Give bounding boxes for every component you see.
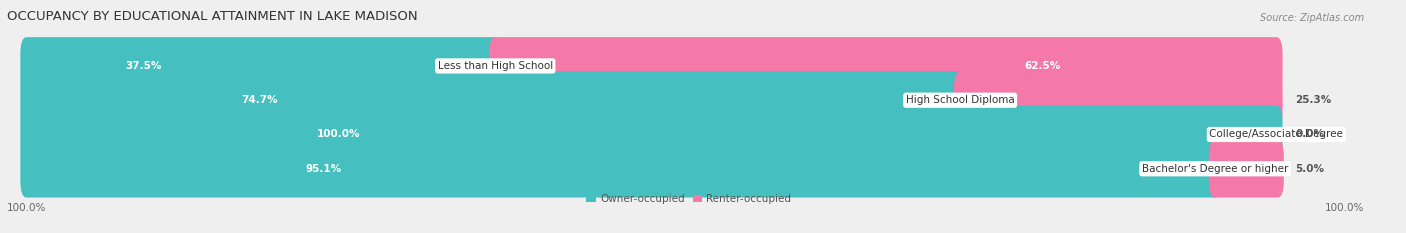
Text: High School Diploma: High School Diploma xyxy=(905,95,1015,105)
FancyBboxPatch shape xyxy=(20,37,1282,95)
FancyBboxPatch shape xyxy=(489,37,1282,95)
FancyBboxPatch shape xyxy=(20,106,1282,163)
Text: 100.0%: 100.0% xyxy=(7,203,46,213)
Text: 62.5%: 62.5% xyxy=(1024,61,1060,71)
Text: 25.3%: 25.3% xyxy=(1295,95,1331,105)
Text: 74.7%: 74.7% xyxy=(242,95,278,105)
Text: 0.0%: 0.0% xyxy=(1295,130,1324,140)
FancyBboxPatch shape xyxy=(1209,140,1284,198)
Legend: Owner-occupied, Renter-occupied: Owner-occupied, Renter-occupied xyxy=(582,190,796,208)
FancyBboxPatch shape xyxy=(953,72,1282,129)
FancyBboxPatch shape xyxy=(20,72,1282,129)
Text: Source: ZipAtlas.com: Source: ZipAtlas.com xyxy=(1260,13,1364,23)
Text: OCCUPANCY BY EDUCATIONAL ATTAINMENT IN LAKE MADISON: OCCUPANCY BY EDUCATIONAL ATTAINMENT IN L… xyxy=(7,10,418,23)
FancyBboxPatch shape xyxy=(20,72,966,129)
FancyBboxPatch shape xyxy=(20,140,1282,198)
Text: 95.1%: 95.1% xyxy=(305,164,342,174)
Text: Bachelor's Degree or higher: Bachelor's Degree or higher xyxy=(1142,164,1288,174)
Text: 100.0%: 100.0% xyxy=(1324,203,1364,213)
Text: 5.0%: 5.0% xyxy=(1295,164,1324,174)
Text: Less than High School: Less than High School xyxy=(437,61,553,71)
Text: 100.0%: 100.0% xyxy=(318,130,361,140)
FancyBboxPatch shape xyxy=(20,106,1282,163)
Text: College/Associate Degree: College/Associate Degree xyxy=(1209,130,1343,140)
FancyBboxPatch shape xyxy=(20,37,502,95)
Text: 37.5%: 37.5% xyxy=(125,61,162,71)
FancyBboxPatch shape xyxy=(20,140,1222,198)
